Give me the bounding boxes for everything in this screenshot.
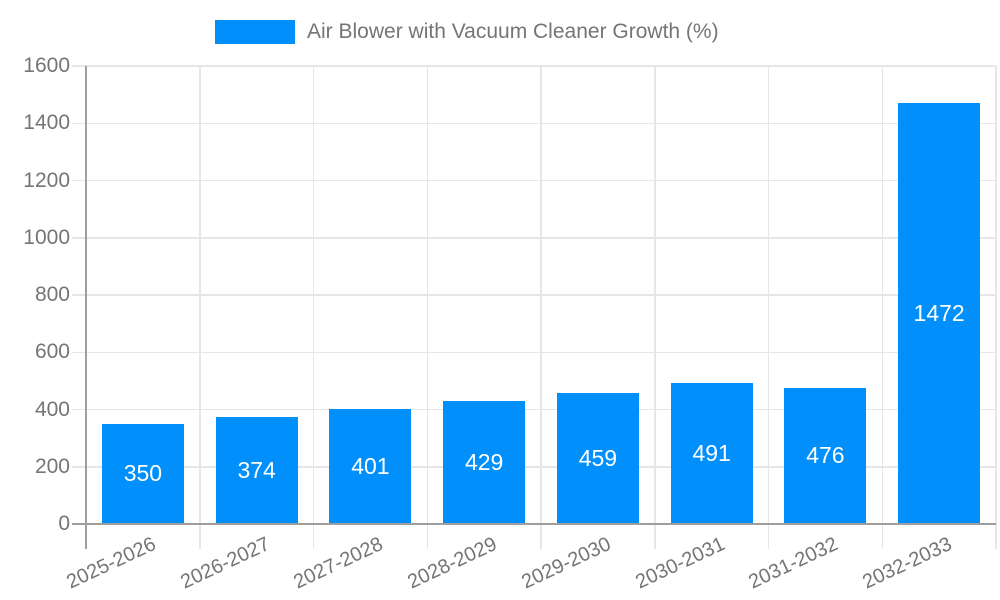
legend-swatch-icon <box>215 20 295 44</box>
bar-value-label: 429 <box>464 449 504 476</box>
y-axis-tick-label: 0 <box>58 512 70 535</box>
bar-value-label: 476 <box>806 442 845 469</box>
legend-label: Air Blower with Vacuum Cleaner Growth (%… <box>307 20 719 43</box>
h-gridline <box>72 65 996 67</box>
x-axis-tick-label: 2029-2030 <box>518 533 615 594</box>
v-gridline <box>199 66 201 549</box>
v-gridline <box>995 66 997 549</box>
h-gridline <box>72 294 996 296</box>
bar[interactable]: 459 <box>556 392 639 524</box>
y-axis-tick-label: 200 <box>34 454 70 478</box>
bar[interactable]: 429 <box>443 401 526 524</box>
v-gridline <box>426 66 428 549</box>
bar-value-label: 374 <box>237 456 276 483</box>
x-axis-line <box>72 523 996 525</box>
x-axis-tick-label: 2027-2028 <box>290 533 387 594</box>
h-gridline <box>72 408 996 411</box>
x-axis-tick-label: 2030-2031 <box>631 533 728 594</box>
bar[interactable]: 350 <box>101 423 184 524</box>
legend[interactable]: Air Blower with Vacuum Cleaner Growth (%… <box>215 20 719 44</box>
h-gridline <box>72 351 996 353</box>
x-axis-tick-label: 2031-2032 <box>745 533 842 594</box>
bar[interactable]: 374 <box>215 416 298 524</box>
y-axis-tick-label: 400 <box>34 397 70 421</box>
y-axis-tick-label: 1400 <box>23 111 70 135</box>
y-axis-tick-label: 1000 <box>23 225 70 249</box>
v-gridline <box>767 66 770 549</box>
y-axis-tick-label: 600 <box>34 340 70 364</box>
x-axis-tick-label: 2032-2033 <box>859 533 956 594</box>
h-gridline <box>72 237 996 239</box>
y-axis-line <box>85 66 87 549</box>
bar-value-label: 459 <box>578 444 618 471</box>
y-axis-tick-label: 800 <box>34 283 70 306</box>
bar[interactable]: 401 <box>329 409 412 524</box>
v-gridline <box>540 66 542 549</box>
y-axis-tick-label: 1600 <box>23 54 70 77</box>
bar-value-label: 491 <box>692 440 731 467</box>
bar-value-label: 1472 <box>913 299 965 326</box>
bar[interactable]: 491 <box>670 383 753 524</box>
x-axis-tick-label: 2026-2027 <box>176 533 273 594</box>
x-axis-tick-label: 2028-2029 <box>404 533 501 594</box>
h-gridline <box>72 466 996 468</box>
bar-value-label: 350 <box>123 460 163 487</box>
bar-value-label: 401 <box>351 453 390 480</box>
x-axis-tick-label: 2025-2026 <box>63 533 160 594</box>
bar[interactable]: 1472 <box>898 102 981 524</box>
v-gridline <box>312 66 315 549</box>
bar[interactable]: 476 <box>784 387 867 524</box>
h-gridline <box>72 122 996 124</box>
h-gridline <box>72 179 996 182</box>
v-gridline <box>654 66 656 549</box>
v-gridline <box>881 66 883 549</box>
y-axis-tick-label: 1200 <box>23 168 70 192</box>
